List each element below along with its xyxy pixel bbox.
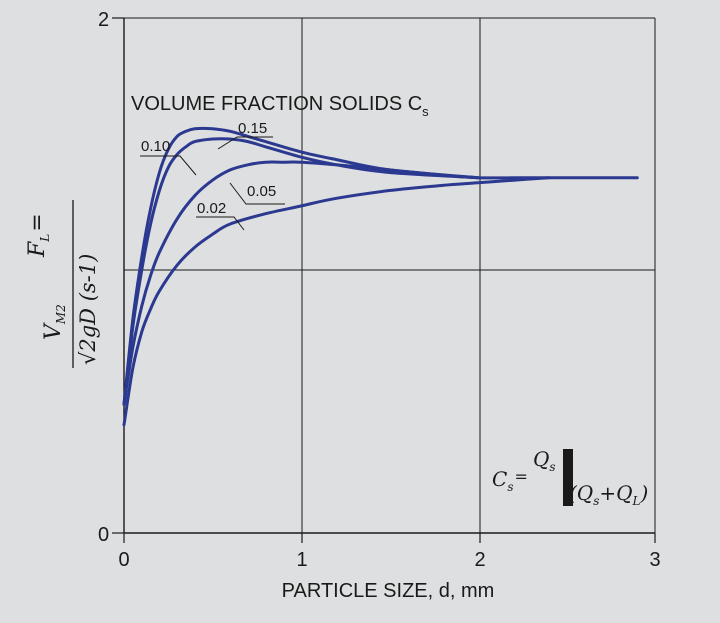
y-axis-label: VM2 F √2gD (s-1) (41, 200, 100, 368)
series-label-0.10: 0.10 (140, 138, 197, 176)
series-line-0.02 (122, 176, 551, 427)
ytick-label-0: 0 (98, 524, 109, 546)
xtick-label-1: 1 (296, 549, 307, 571)
series-label-text-0.15: 0.15 (238, 120, 267, 137)
series-line-0.10 (122, 137, 480, 406)
ylabel-v-sub: M2 (54, 304, 68, 325)
series-leader-0.15 (217, 136, 273, 150)
series-leader-0.02 (196, 216, 245, 231)
legend-title-text: VOLUME FRACTION SOLIDS C (131, 93, 422, 115)
series-leader-0.05 (229, 182, 285, 205)
series-label-text-0.02: 0.02 (197, 200, 226, 217)
x-axis-label: PARTICLE SIZE, d, mm (282, 580, 495, 602)
formula-den-sub2: L (632, 494, 641, 508)
series-label-0.05: 0.05 (229, 182, 285, 205)
ylabel-lhs-f: F (25, 241, 50, 258)
formula-den-plus: +Q (599, 481, 632, 505)
series-line-0.05 (122, 160, 639, 406)
formula-cs: C (492, 467, 507, 491)
y-axis-label-lhs: FL = (25, 213, 52, 258)
formula-cs-sub: s (507, 480, 513, 494)
ylabel-lhs: FL = (25, 213, 52, 258)
xtick-label-2: 2 (474, 549, 485, 571)
ylabel-v: V (41, 322, 66, 340)
formula-annotation: Cs= Qs (Qs+QL) (492, 447, 648, 508)
formula-eq: = (514, 467, 527, 486)
formula-den: (Qs+QL) (569, 481, 648, 508)
series-line-0.15 (122, 126, 480, 406)
series-group (122, 126, 639, 427)
series-label-text-0.05: 0.05 (247, 183, 276, 200)
series-leader-0.10 (140, 155, 197, 176)
series-label-0.02: 0.02 (196, 200, 245, 231)
xtick-label-3: 3 (649, 549, 660, 571)
legend-title-sub: s (422, 104, 429, 119)
formula-num: Qs (533, 447, 556, 474)
series-label-0.15: 0.15 (217, 120, 273, 150)
formula-den-close: ) (640, 481, 649, 505)
formula-q: Q (533, 447, 549, 471)
formula-den-open: (Q (569, 481, 593, 505)
svg-text:VM2: VM2 (41, 304, 68, 340)
xtick-label-0: 0 (118, 549, 129, 571)
formula-den-sub1: s (593, 494, 599, 508)
formula-q-sub: s (549, 460, 555, 474)
series-label-text-0.10: 0.10 (141, 138, 170, 155)
formula-slash (563, 449, 573, 506)
ylabel-denominator: √2gD (s-1) (76, 254, 100, 365)
plot-frame (112, 17, 656, 543)
ylabel-eq: = (25, 213, 50, 231)
formula-lhs: Cs= (492, 467, 528, 494)
ylabel-lhs-sub: L (38, 234, 52, 243)
legend-title: VOLUME FRACTION SOLIDS Cs (131, 93, 429, 119)
ytick-label-2: 2 (98, 9, 109, 31)
